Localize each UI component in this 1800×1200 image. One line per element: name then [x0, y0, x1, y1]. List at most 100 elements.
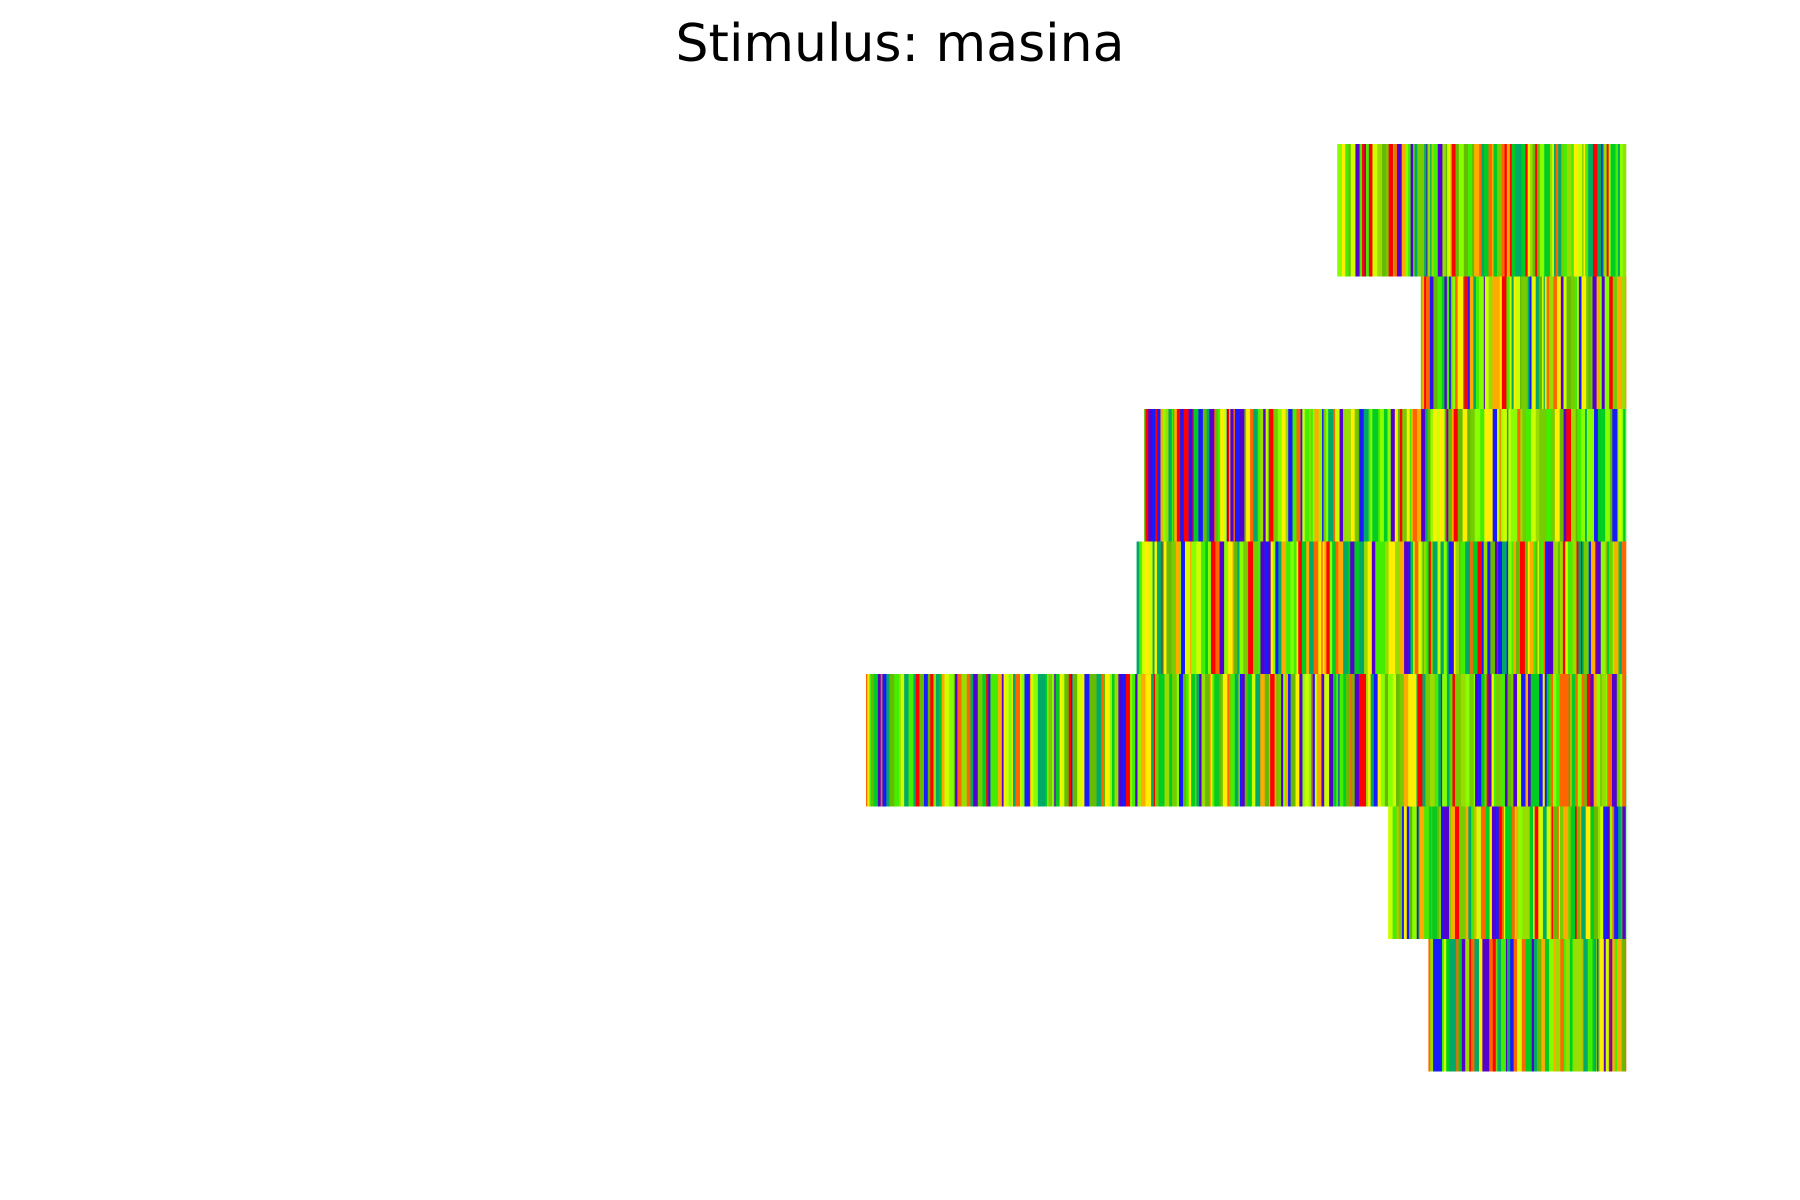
- stripe: [1350, 409, 1355, 542]
- stripe: [1617, 276, 1622, 409]
- stripe: [1072, 674, 1078, 807]
- stripe: [1214, 674, 1220, 807]
- stripe: [1103, 674, 1106, 807]
- stripe: [1550, 806, 1553, 939]
- stripe: [1468, 276, 1471, 409]
- stripe: [1325, 409, 1329, 542]
- stripe: [1130, 674, 1133, 807]
- stripe: [1417, 409, 1422, 542]
- stripe: [1444, 409, 1447, 542]
- stripe: [1556, 939, 1561, 1072]
- stripe: [1347, 541, 1351, 674]
- stripe: [1033, 674, 1039, 807]
- stripe: [1471, 806, 1473, 939]
- stripe: [1450, 674, 1453, 807]
- stripe: [1497, 409, 1500, 542]
- stripe: [1419, 806, 1425, 939]
- stripe: [1096, 674, 1102, 807]
- stripe: [1506, 276, 1510, 409]
- stripe: [1441, 939, 1445, 1072]
- stripe: [1145, 409, 1149, 542]
- stripe: [1597, 409, 1603, 542]
- stripe: [1551, 276, 1554, 409]
- stripe: [1005, 674, 1009, 807]
- stripe: [1243, 541, 1249, 674]
- stripe: [1447, 144, 1451, 277]
- stripe: [1361, 674, 1367, 807]
- stripe: [1304, 409, 1310, 542]
- stripe: [904, 674, 909, 807]
- stripe: [1498, 541, 1503, 674]
- stripe: [1068, 674, 1072, 807]
- stripe: [1623, 144, 1627, 277]
- stripe: [1377, 144, 1383, 277]
- stripe: [1424, 276, 1427, 409]
- stripe: [1453, 541, 1456, 674]
- stripe: [933, 674, 937, 807]
- stripe: [908, 674, 914, 807]
- stripe: [1237, 541, 1240, 674]
- stripe: [1029, 674, 1032, 807]
- stripe: [1242, 674, 1246, 807]
- stripe: [1586, 409, 1591, 542]
- stripe: [1502, 541, 1507, 674]
- stripe: [1551, 806, 1554, 939]
- stripe: [1467, 409, 1471, 542]
- stripe: [1599, 939, 1605, 1072]
- stripe: [1609, 409, 1613, 542]
- stripe: [1089, 674, 1093, 807]
- stripe: [1189, 541, 1192, 674]
- stripe: [1191, 674, 1196, 807]
- stripe: [1497, 144, 1502, 277]
- stripe: [1144, 409, 1146, 542]
- stripe: [930, 674, 934, 807]
- stripe: [1430, 144, 1432, 277]
- stripe: [1583, 939, 1588, 1072]
- stripe: [1543, 276, 1546, 409]
- stripe: [1171, 409, 1174, 542]
- stripe: [1229, 674, 1232, 807]
- stripe: [1524, 541, 1529, 674]
- stripe: [1542, 806, 1547, 939]
- stripe: [1588, 541, 1592, 674]
- stripe: [1337, 144, 1343, 277]
- stripe: [1559, 674, 1565, 807]
- stripe: [1328, 409, 1334, 542]
- stripe: [1585, 409, 1588, 542]
- stripe: [1404, 541, 1409, 674]
- stripe: [1532, 144, 1536, 277]
- stripe: [1554, 806, 1558, 939]
- stripe: [1333, 674, 1337, 807]
- stripe: [1410, 541, 1414, 674]
- stripe: [1491, 806, 1497, 939]
- stripe: [1531, 276, 1534, 409]
- stripe: [1443, 939, 1447, 1072]
- stripe: [1183, 674, 1187, 807]
- stripe: [1455, 541, 1460, 674]
- stripe: [1139, 541, 1143, 674]
- stripe: [1224, 541, 1229, 674]
- stripe: [1324, 674, 1330, 807]
- stripe: [1593, 674, 1597, 807]
- stripe: [1353, 144, 1356, 277]
- stripe: [1181, 541, 1186, 674]
- stripe: [1558, 541, 1561, 674]
- stripe: [1616, 409, 1619, 542]
- stripe: [977, 674, 983, 807]
- stripe: [1484, 674, 1487, 807]
- stripe: [1515, 276, 1521, 409]
- stripe: [1188, 674, 1192, 807]
- stripe: [1304, 674, 1309, 807]
- stripe: [1538, 276, 1543, 409]
- stripe: [1450, 276, 1453, 409]
- stripe: [1486, 674, 1489, 807]
- stripe: [1460, 541, 1466, 674]
- stripe: [1571, 674, 1576, 807]
- stripe: [1504, 144, 1508, 277]
- stripe: [1208, 674, 1211, 807]
- stripe: [1354, 541, 1360, 674]
- stripe: [1481, 674, 1485, 807]
- stripe: [866, 674, 868, 807]
- stripe: [1296, 409, 1301, 542]
- stripe: [1380, 541, 1386, 674]
